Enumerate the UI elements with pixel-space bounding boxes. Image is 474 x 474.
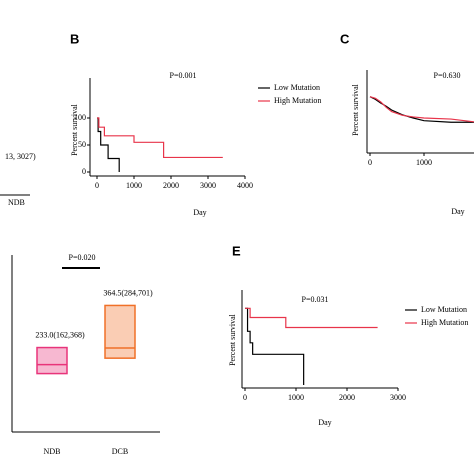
y-tick-label: 50 [78,140,86,149]
x-tick-label: 1000 [288,393,304,402]
x-tick-label: NDB [44,447,61,456]
survival-curve [369,96,474,123]
x-tick-label: 3000 [200,181,216,190]
legend-label: Low Mutation [421,305,467,314]
x-tick-label: 1000 [126,181,142,190]
x-axis-title: Day [451,207,464,216]
x-tick-label: NDB [8,198,25,207]
legend-label: High Mutation [421,318,468,327]
x-tick-label: 2000 [339,393,355,402]
x-tick-label: 3000 [390,393,406,402]
chart-title: P=0.630 [434,71,461,80]
survival-curve [369,96,474,123]
survival-curve [97,117,120,172]
y-axis-title: Percent survival [228,313,237,366]
value-label: 364.5(284,701) [103,288,153,297]
chart-title: P=0.001 [170,71,197,80]
y-axis-title: Percent survival [70,103,79,156]
survival-curve [245,307,378,329]
x-axis-title: Day [193,208,206,217]
chart-title: P=0.031 [302,295,329,304]
survival-curve [245,307,305,385]
x-tick-label: 1000 [416,158,432,167]
panel-label: E [232,243,241,258]
significance-label: P=0.020 [69,253,96,262]
panel-label: B [70,31,79,46]
legend-label: Low Mutation [274,83,320,92]
y-tick-label: 100 [74,113,86,122]
annotation: 13, 3027) [5,152,36,161]
x-axis-title: Day [318,418,331,427]
legend-label: High Mutation [274,96,321,105]
survival-curve [97,117,223,159]
y-axis-title: Percent survival [351,83,360,136]
x-tick-label: 0 [368,158,372,167]
box [104,304,136,359]
x-tick-label: 4000 [237,181,253,190]
box [36,346,68,375]
panel-label: C [340,31,350,46]
x-tick-label: 0 [95,181,99,190]
value-label: 233.0(162,368) [35,330,85,339]
x-tick-label: DCB [112,447,128,456]
x-tick-label: 2000 [163,181,179,190]
y-tick-label: 0 [82,167,86,176]
x-tick-label: 0 [243,393,247,402]
